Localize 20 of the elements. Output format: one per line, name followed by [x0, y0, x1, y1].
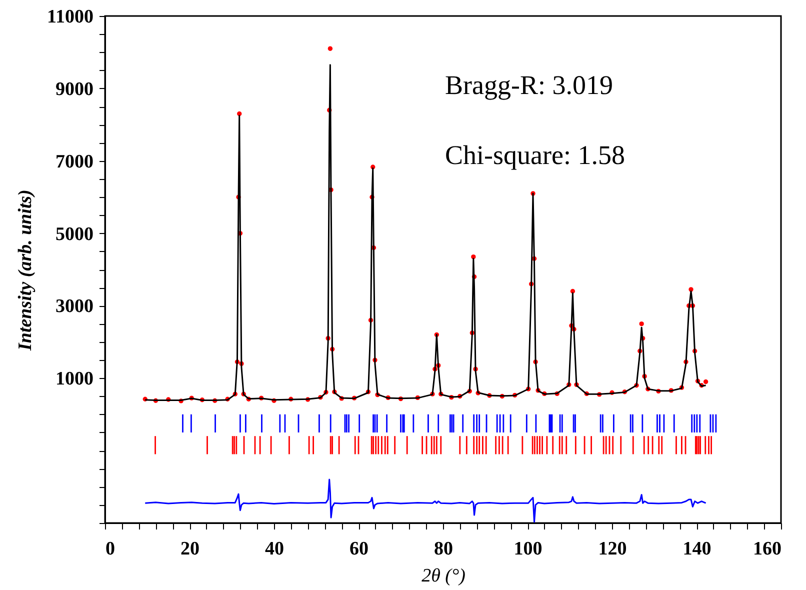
y-tick-label: 7000 — [56, 151, 94, 172]
annotation: Chi-square: 1.58 — [445, 140, 625, 170]
x-tick-label: 0 — [106, 538, 115, 560]
y-tick-label: 3000 — [56, 296, 94, 318]
y-tick-label: 1000 — [56, 368, 94, 390]
x-tick-label: 160 — [753, 538, 782, 560]
x-tick-label: 40 — [265, 538, 284, 560]
x-tick-label: 120 — [598, 538, 627, 560]
y-tick-label: 11000 — [47, 6, 94, 28]
line-series — [144, 478, 707, 523]
y-axis-title: Intensity (arb. units) — [15, 189, 36, 352]
x-tick-label: 100 — [514, 538, 542, 560]
x-axis-title: 2θ (°) — [422, 566, 466, 586]
x-tick-label: 20 — [180, 538, 200, 560]
x-tick-label: 80 — [434, 538, 453, 560]
y-tick-label: 5000 — [56, 224, 94, 245]
y-tick-label: 9000 — [56, 78, 94, 100]
x-tick-label: 60 — [350, 538, 368, 560]
annotation: Bragg-R: 3.019 — [445, 70, 613, 100]
x-tick-label: 140 — [682, 538, 712, 560]
